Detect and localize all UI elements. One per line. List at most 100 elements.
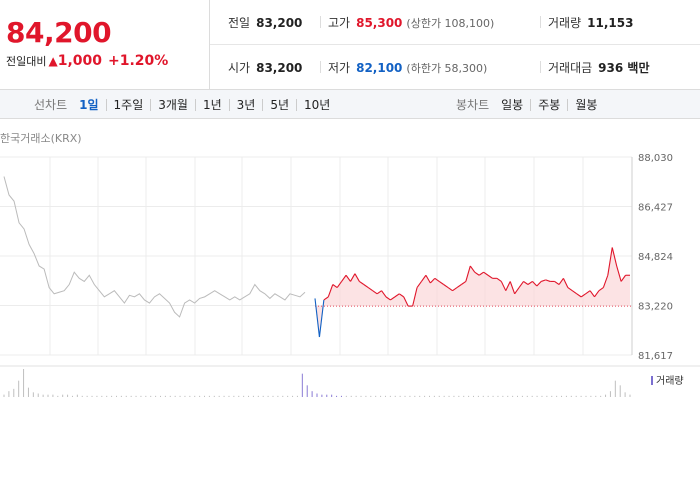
up-arrow-icon: ▲ — [48, 54, 58, 68]
series-today-segment — [465, 265, 471, 282]
trade-value-cell: 거래대금 936 백만 — [548, 61, 650, 75]
series-today-segment — [598, 287, 604, 292]
low-value: 82,100 — [356, 61, 403, 75]
series-today-segment — [594, 290, 600, 298]
series-today-segment — [562, 278, 569, 288]
series-today-segment — [541, 279, 546, 282]
series-today-segment — [580, 293, 586, 298]
series-today-segment — [381, 290, 387, 298]
open-cell: 시가 83,200 — [228, 61, 303, 75]
price-change: 전일대비 ▲1,000 +1.20% — [6, 53, 168, 69]
stats-panel: 전일 83,200 고가 85,300 (상한가 108,100) 거래량 11,153… — [210, 0, 700, 89]
series-today-segment — [567, 287, 573, 292]
candle-period-option-1[interactable]: 주봉 — [530, 99, 567, 111]
low-cell: 저가 82,100 (하한가 58,300) — [328, 61, 488, 75]
prev-close-cell: 전일 83,200 — [228, 16, 303, 30]
line-period-option-1[interactable]: 1주일 — [105, 99, 151, 111]
price-chart: 88,030 86,427 84,824 83,220 81,617 — [0, 153, 700, 397]
line-chart-title: 선차트 — [34, 98, 68, 112]
series-today-segment — [367, 287, 373, 292]
series-today-segment — [429, 277, 436, 284]
series-today-segment — [469, 265, 476, 273]
series-today-segment — [434, 277, 440, 282]
high-cell: 고가 85,300 (상한가 108,100) — [328, 16, 495, 30]
change-value: 1,000 — [57, 53, 103, 69]
series-today-segment — [611, 247, 618, 267]
stats-row-1: 전일 83,200 고가 85,300 (상한가 108,100) 거래량 11,153 — [210, 0, 700, 45]
series-today-segment — [398, 293, 405, 298]
series-today-segment — [523, 280, 529, 285]
lower-limit: (하한가 58,300) — [406, 62, 488, 75]
line-period-option-2[interactable]: 3개월 — [150, 99, 195, 111]
series-today-segment — [572, 290, 578, 295]
series-today-segment — [505, 281, 511, 291]
series-today-segment — [620, 274, 627, 282]
series-today-segment — [487, 274, 493, 279]
series-today-segment — [518, 281, 524, 288]
series-today-segment — [425, 274, 431, 284]
series-today-segment — [438, 280, 444, 285]
line-chart-group: 선차트 1일 1주일 3개월 1년 3년 5년 10년 — [34, 96, 337, 113]
series-today-segment — [527, 280, 533, 285]
candle-period-option-0[interactable]: 일봉 — [501, 98, 524, 112]
series-today-segment — [363, 284, 369, 289]
series-today-segment — [372, 290, 378, 295]
series-today-segment — [545, 279, 551, 282]
series-previous-day — [3, 176, 306, 318]
line-period-option-3[interactable]: 1년 — [194, 99, 229, 111]
prev-close-value: 83,200 — [256, 16, 303, 30]
series-today-segment — [456, 284, 462, 289]
series-today-segment — [443, 284, 449, 289]
series-today-segment — [359, 280, 365, 285]
stats-row-2: 시가 83,200 저가 82,100 (하한가 58,300) 거래대금 936 백만 — [210, 45, 700, 89]
series-today-segment — [478, 271, 484, 276]
line-period-option-5[interactable]: 5년 — [262, 99, 296, 111]
candle-chart-title: 봉차트 — [456, 98, 490, 112]
series-today-segment — [536, 281, 542, 287]
volume-swatch — [651, 376, 653, 385]
series-today-segment — [509, 281, 516, 294]
volume-legend: 거래량 — [651, 372, 684, 387]
y-tick-label: 84,824 — [638, 252, 673, 263]
series-today-segment — [318, 299, 325, 338]
y-tick-label: 88,030 — [638, 153, 673, 164]
series-today-segment — [447, 287, 453, 292]
series-today-segment — [602, 275, 609, 288]
series-today-segment — [390, 296, 396, 301]
series-today-segment — [589, 290, 595, 298]
quote-summary: 84,200 전일대비 ▲1,000 +1.20% 전일 83,200 고가 85,30… — [0, 0, 700, 90]
series-today-segment — [376, 290, 382, 295]
line-period-option-6[interactable]: 10년 — [296, 99, 337, 111]
series-today-segment — [461, 280, 467, 285]
series-today-segment — [341, 274, 347, 282]
series-today-segment — [323, 296, 329, 301]
trade-value: 936 백만 — [598, 61, 650, 75]
line-period-option-0[interactable]: 1일 — [79, 98, 99, 112]
series-today-segment — [403, 296, 409, 307]
y-tick-label: 83,220 — [638, 302, 673, 313]
candle-chart-group: 봉차트 일봉 주봉 월봉 — [456, 96, 604, 113]
series-today-segment — [350, 273, 356, 282]
current-price: 84,200 — [6, 16, 112, 49]
series-today-area — [315, 247, 630, 337]
series-today-segment — [500, 281, 507, 291]
series-today-segment — [336, 281, 343, 288]
series-today-segment — [558, 278, 564, 285]
data-source-label: 한국거래소(KRX) — [0, 132, 82, 145]
candle-period-option-2[interactable]: 월봉 — [567, 99, 604, 111]
series-today-segment — [394, 293, 400, 298]
series-today-segment — [314, 298, 320, 338]
series-today-segment — [496, 277, 502, 282]
series-today-segment — [452, 287, 458, 292]
change-label: 전일대비 — [6, 55, 47, 68]
divider — [320, 61, 321, 73]
change-percent: +1.20% — [108, 53, 169, 69]
line-period-option-4[interactable]: 3년 — [228, 99, 263, 111]
divider — [320, 16, 321, 28]
divider — [540, 16, 541, 28]
series-today-segment — [412, 287, 418, 307]
price-panel: 84,200 전일대비 ▲1,000 +1.20% — [0, 0, 210, 89]
series-today-segment — [385, 296, 391, 301]
volume-cell: 거래량 11,153 — [548, 16, 634, 30]
upper-limit: (상한가 108,100) — [406, 17, 495, 30]
